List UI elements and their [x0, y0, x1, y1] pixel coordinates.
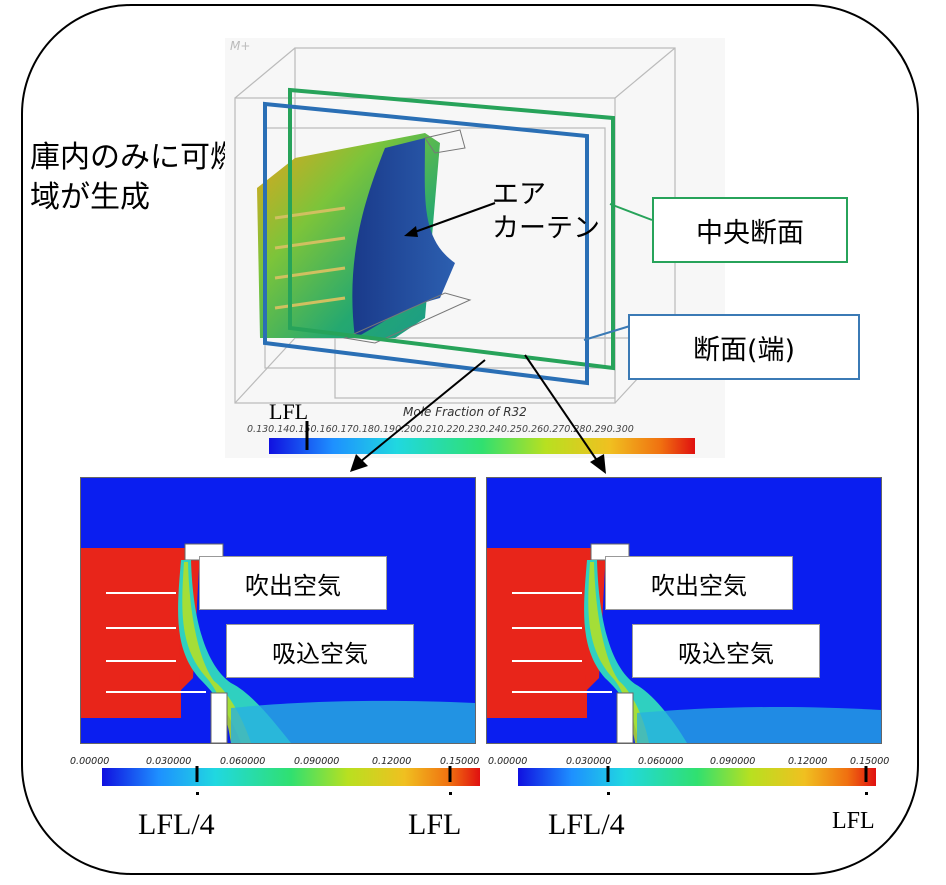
air-curtain-text: エア カーテン — [492, 179, 600, 244]
lfl-label-right: LFL — [832, 808, 875, 834]
lfl4-label-right: LFL/4 — [548, 808, 625, 841]
callout-leaders — [583, 203, 653, 341]
showcase-3d-render: M+ Mole Fraction of R32 0.130.140.150.16… — [225, 38, 725, 458]
flammable-zone-note: 庫内のみに可燃域が生成 — [30, 140, 240, 215]
outlet-air-text: 吹出空気 — [245, 571, 341, 600]
cabinet-shelves — [274, 206, 346, 310]
tick-4: 0.12000 — [788, 756, 827, 767]
top-colorbar-ticks: 0.130.140.150.160.170.180.190.200.210.22… — [247, 424, 634, 435]
center-section-field — [81, 543, 475, 743]
colorbar-gradient — [102, 768, 480, 786]
tick-3: 0.090000 — [710, 756, 755, 767]
tick-5: 0.15000 — [440, 756, 479, 767]
inlet-air-label: 吸込空気 — [226, 624, 414, 678]
top-lfl-label: LFL — [269, 399, 308, 424]
inlet-air-label: 吸込空気 — [632, 624, 820, 678]
tick-4: 0.12000 — [372, 756, 411, 767]
tick-5: 0.15000 — [850, 756, 889, 767]
tick-2: 0.060000 — [220, 756, 265, 767]
lfl4-label-left: LFL/4 — [138, 808, 215, 841]
edge-section-panel: 吹出空気 吸込空気 — [486, 477, 882, 744]
top-colorbar-title: Mole Fraction of R32 — [403, 405, 527, 419]
tick-1: 0.030000 — [566, 756, 611, 767]
tick-3: 0.090000 — [294, 756, 339, 767]
center-section-panel: 吹出空気 吸込空気 — [80, 477, 476, 744]
inlet-air-text: 吸込空気 — [272, 639, 368, 668]
outlet-air-label: 吹出空気 — [605, 556, 793, 610]
edge-section-field — [487, 543, 881, 743]
outlet-air-text: 吹出空気 — [651, 571, 747, 600]
colorbar-left: 0.00000 0.030000 0.060000 0.090000 0.120… — [70, 756, 480, 795]
panel-arrows — [350, 354, 606, 474]
top-duct — [424, 129, 466, 154]
colorbar-right: 0.00000 0.030000 0.060000 0.090000 0.120… — [488, 756, 889, 795]
tick-1: 0.030000 — [146, 756, 191, 767]
tick-0: 0.00000 — [70, 756, 109, 767]
air-curtain-label: エア カーテン — [492, 178, 600, 246]
edge-section-callout: 断面(端) — [628, 314, 860, 380]
render-corner-text: M+ — [230, 39, 250, 53]
bottom-grille — [343, 292, 472, 344]
center-section-label: 中央断面 — [696, 217, 804, 249]
outlet-air-label: 吹出空気 — [199, 556, 387, 610]
tick-2: 0.060000 — [638, 756, 683, 767]
edge-section-label: 断面(端) — [692, 334, 796, 366]
colorbar-gradient — [518, 768, 876, 786]
tick-0: 0.00000 — [488, 756, 527, 767]
lfl-label-left: LFL — [408, 808, 462, 841]
edge-section-plane — [263, 101, 589, 386]
air-curtain-arrow — [404, 202, 496, 237]
air-curtain-surface — [352, 138, 455, 338]
rounded-frame — [21, 4, 919, 875]
center-section-plane — [288, 87, 615, 371]
center-section-callout: 中央断面 — [652, 197, 848, 263]
inlet-air-text: 吸込空気 — [678, 639, 774, 668]
